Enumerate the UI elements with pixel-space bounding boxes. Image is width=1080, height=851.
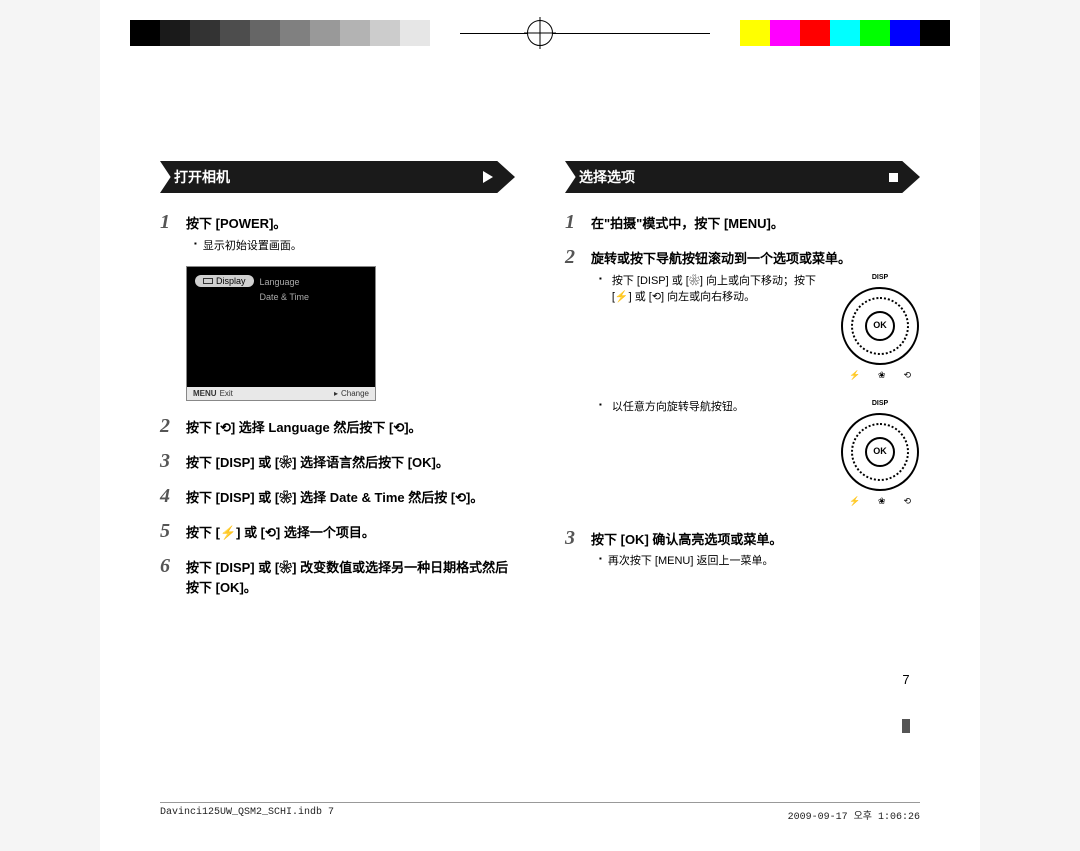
step-text: 按下 [OK] 确认高亮选项或菜单。: [591, 530, 920, 550]
flash-icon: ⚡: [849, 495, 860, 509]
color-swatch: [280, 20, 310, 46]
step-text: 按下 [DISP] 或 [❀] 选择 Date & Time 然后按 [⟲]。: [186, 488, 515, 508]
timer-icon: ⟲: [903, 495, 911, 509]
left-column: 打开相机 1 按下 [POWER]。 显示初始设置画面。: [160, 161, 515, 609]
step-text: 按下 [DISP] 或 [❀] 选择语言然后按下 [OK]。: [186, 453, 515, 473]
stop-icon: [889, 173, 898, 182]
color-swatch: [310, 20, 340, 46]
section-header-select-option: 选择选项: [565, 161, 920, 193]
color-swatch: [800, 20, 830, 46]
step-text: 旋转或按下导航按钮滚动到一个选项或菜单。: [591, 249, 920, 269]
play-icon: [483, 171, 493, 183]
step-number: 6: [160, 555, 186, 597]
step-text: 按下 [⟲] 选择 Language 然后按下 [⟲]。: [186, 418, 515, 438]
color-swatch: [920, 20, 950, 46]
screenshot-option-datetime: Date & Time: [260, 292, 310, 302]
step-bullet: 再次按下 [MENU] 返回上一菜单。: [591, 553, 920, 570]
color-swatch: [160, 20, 190, 46]
step-text: 按下 [⚡] 或 [⟲] 选择一个项目。: [186, 523, 515, 543]
step-number: 3: [565, 527, 591, 570]
screenshot-display-pill: Display: [195, 275, 254, 287]
step-6: 6 按下 [DISP] 或 [❀] 改变数值或选择另一种日期格式然后按下 [OK…: [160, 555, 515, 597]
screenshot-option-language: Language: [260, 277, 310, 287]
footer-filename: Davinci125UW_QSM2_SCHI.indb 7: [160, 807, 334, 823]
step-4: 4 按下 [DISP] 或 [❀] 选择 Date & Time 然后按 [⟲]…: [160, 485, 515, 508]
color-swatch: [220, 20, 250, 46]
color-swatch: [340, 20, 370, 46]
section-title: 打开相机: [174, 167, 230, 187]
step-1: 1 按下 [POWER]。 显示初始设置画面。: [160, 211, 515, 254]
macro-icon: ❀: [878, 369, 886, 383]
color-swatch: [770, 20, 800, 46]
step-number: 1: [160, 211, 186, 254]
section-title: 选择选项: [579, 167, 635, 187]
step-3: 3 按下 [DISP] 或 [❀] 选择语言然后按下 [OK]。: [160, 450, 515, 473]
color-swatch: [250, 20, 280, 46]
color-swatch: [710, 20, 740, 46]
print-footer: Davinci125UW_QSM2_SCHI.indb 7 2009-09-17…: [160, 802, 920, 823]
step-text: 在"拍摄"模式中，按下 [MENU]。: [591, 214, 920, 234]
color-swatch: [860, 20, 890, 46]
step-bullet-dial-2: 以任意方向旋转导航按钮。 DISP OK ⚡❀⟲: [591, 399, 920, 509]
ok-button-icon: OK: [865, 311, 895, 341]
color-swatch: [890, 20, 920, 46]
step-r2: 2 旋转或按下导航按钮滚动到一个选项或菜单。 按下 [DISP] 或 [❀] 向…: [565, 246, 920, 509]
step-text: 按下 [POWER]。: [186, 214, 515, 234]
step-text: 按下 [DISP] 或 [❀] 改变数值或选择另一种日期格式然后按下 [OK]。: [186, 558, 515, 597]
flash-icon: ⚡: [849, 369, 860, 383]
registration-mark-icon: [527, 20, 553, 46]
content-columns: 打开相机 1 按下 [POWER]。 显示初始设置画面。: [100, 46, 980, 609]
color-swatch: [190, 20, 220, 46]
step-2: 2 按下 [⟲] 选择 Language 然后按下 [⟲]。: [160, 415, 515, 438]
color-calibration-bar: [130, 20, 950, 46]
page-number: 7: [902, 672, 910, 761]
right-column: 选择选项 1 在"拍摄"模式中，按下 [MENU]。 2 旋转或按下导航按钮滚动…: [565, 161, 920, 609]
footer-timestamp: 2009-09-17 오후 1:06:26: [788, 807, 920, 823]
step-r1: 1 在"拍摄"模式中，按下 [MENU]。: [565, 211, 920, 234]
timer-icon: ⟲: [903, 369, 911, 383]
step-r3: 3 按下 [OK] 确认高亮选项或菜单。 再次按下 [MENU] 返回上一菜单。: [565, 527, 920, 570]
step-number: 3: [160, 450, 186, 473]
step-number: 2: [160, 415, 186, 438]
macro-icon: ❀: [878, 495, 886, 509]
color-swatch: [130, 20, 160, 46]
screenshot-footer-exit: MENU Exit: [193, 389, 233, 398]
color-swatch: [430, 20, 460, 46]
step-number: 5: [160, 520, 186, 543]
color-swatch: [830, 20, 860, 46]
step-bullet: 显示初始设置画面。: [186, 238, 515, 255]
step-number: 2: [565, 246, 591, 509]
color-swatch: [740, 20, 770, 46]
step-number: 1: [565, 211, 591, 234]
screenshot-footer-change: ▸ Change: [334, 389, 369, 398]
color-swatch: [400, 20, 430, 46]
nav-dial-diagram: DISP OK ⚡❀⟲: [840, 273, 920, 383]
color-swatch: [370, 20, 400, 46]
step-bullet-dial-1: 按下 [DISP] 或 [❀] 向上或向下移动；按下 [⚡] 或 [⟲] 向左或…: [591, 273, 920, 383]
section-header-power-on: 打开相机: [160, 161, 515, 193]
battery-icon: [203, 278, 213, 284]
nav-dial-diagram: DISP OK ⚡❀⟲: [840, 399, 920, 509]
manual-page: 打开相机 1 按下 [POWER]。 显示初始设置画面。: [100, 0, 980, 851]
step-5: 5 按下 [⚡] 或 [⟲] 选择一个项目。: [160, 520, 515, 543]
camera-screenshot: Display Language Date & Time MENU Exit ▸…: [186, 266, 376, 401]
ok-button-icon: OK: [865, 437, 895, 467]
step-number: 4: [160, 485, 186, 508]
